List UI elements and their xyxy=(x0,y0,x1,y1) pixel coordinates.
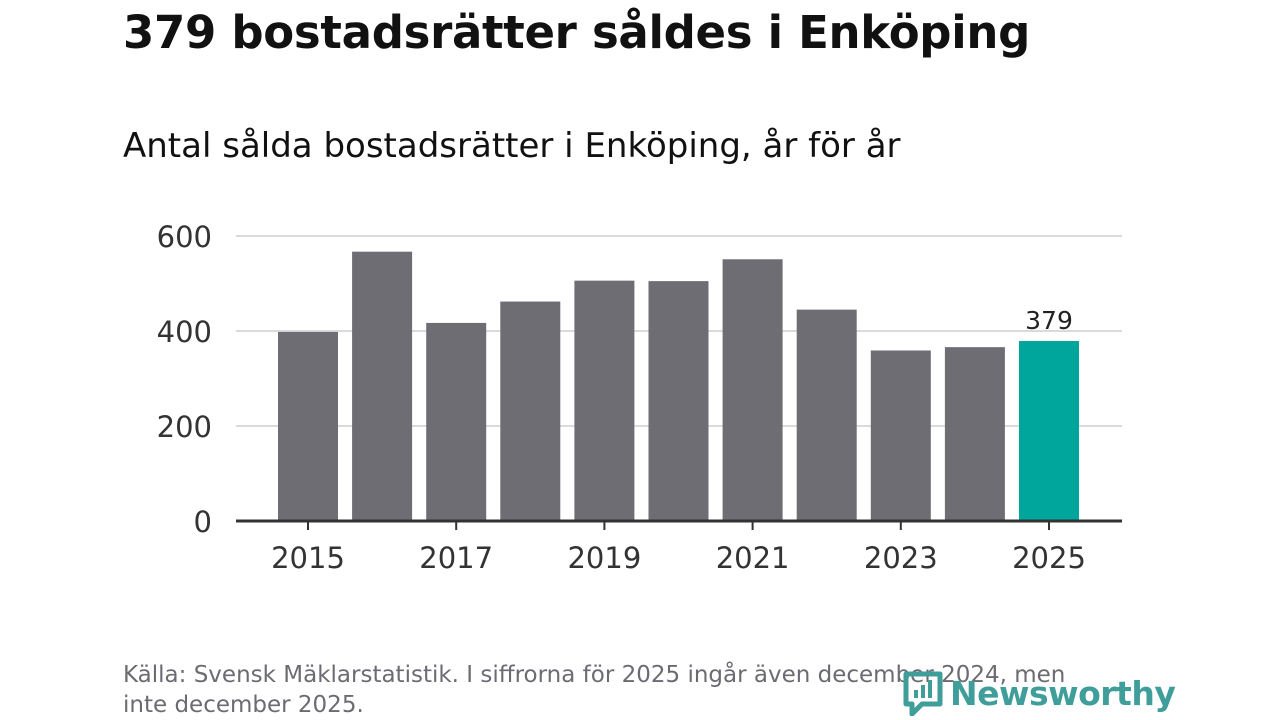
bar-2021 xyxy=(722,259,783,521)
chart-subtitle: Antal sålda bostadsrätter i Enköping, år… xyxy=(123,126,901,166)
x-tick-label-2023: 2023 xyxy=(864,541,938,575)
x-tick-label-2015: 2015 xyxy=(271,541,345,575)
bar-2015 xyxy=(278,331,338,521)
x-tick-label-2019: 2019 xyxy=(567,541,641,575)
bar-2017 xyxy=(426,322,487,521)
bar-2022 xyxy=(796,309,857,521)
y-tick-label-400: 400 xyxy=(157,315,212,349)
x-tick-label-2025: 2025 xyxy=(1012,541,1086,575)
y-tick-label-0: 0 xyxy=(194,505,212,539)
bar-2024 xyxy=(944,347,1005,521)
y-tick-label-600: 600 xyxy=(157,220,212,254)
bar-2016 xyxy=(352,251,413,522)
data-label-2025: 379 xyxy=(1025,306,1073,335)
bar-2019 xyxy=(574,280,635,521)
bar-2020 xyxy=(648,281,709,521)
bar-2018 xyxy=(500,301,561,521)
chart-title: 379 bostadsrätter såldes i Enköping xyxy=(123,6,1030,59)
x-tick-label-2017: 2017 xyxy=(419,541,493,575)
y-tick-label-200: 200 xyxy=(157,410,212,444)
newsworthy-logo-icon xyxy=(903,671,943,716)
x-tick-label-2021: 2021 xyxy=(716,541,790,575)
bar-2025 xyxy=(1019,340,1079,521)
newsworthy-logo-text: Newsworthy xyxy=(950,673,1176,713)
bar-2023 xyxy=(870,350,931,521)
newsworthy-logo: Newsworthy xyxy=(902,668,1176,718)
